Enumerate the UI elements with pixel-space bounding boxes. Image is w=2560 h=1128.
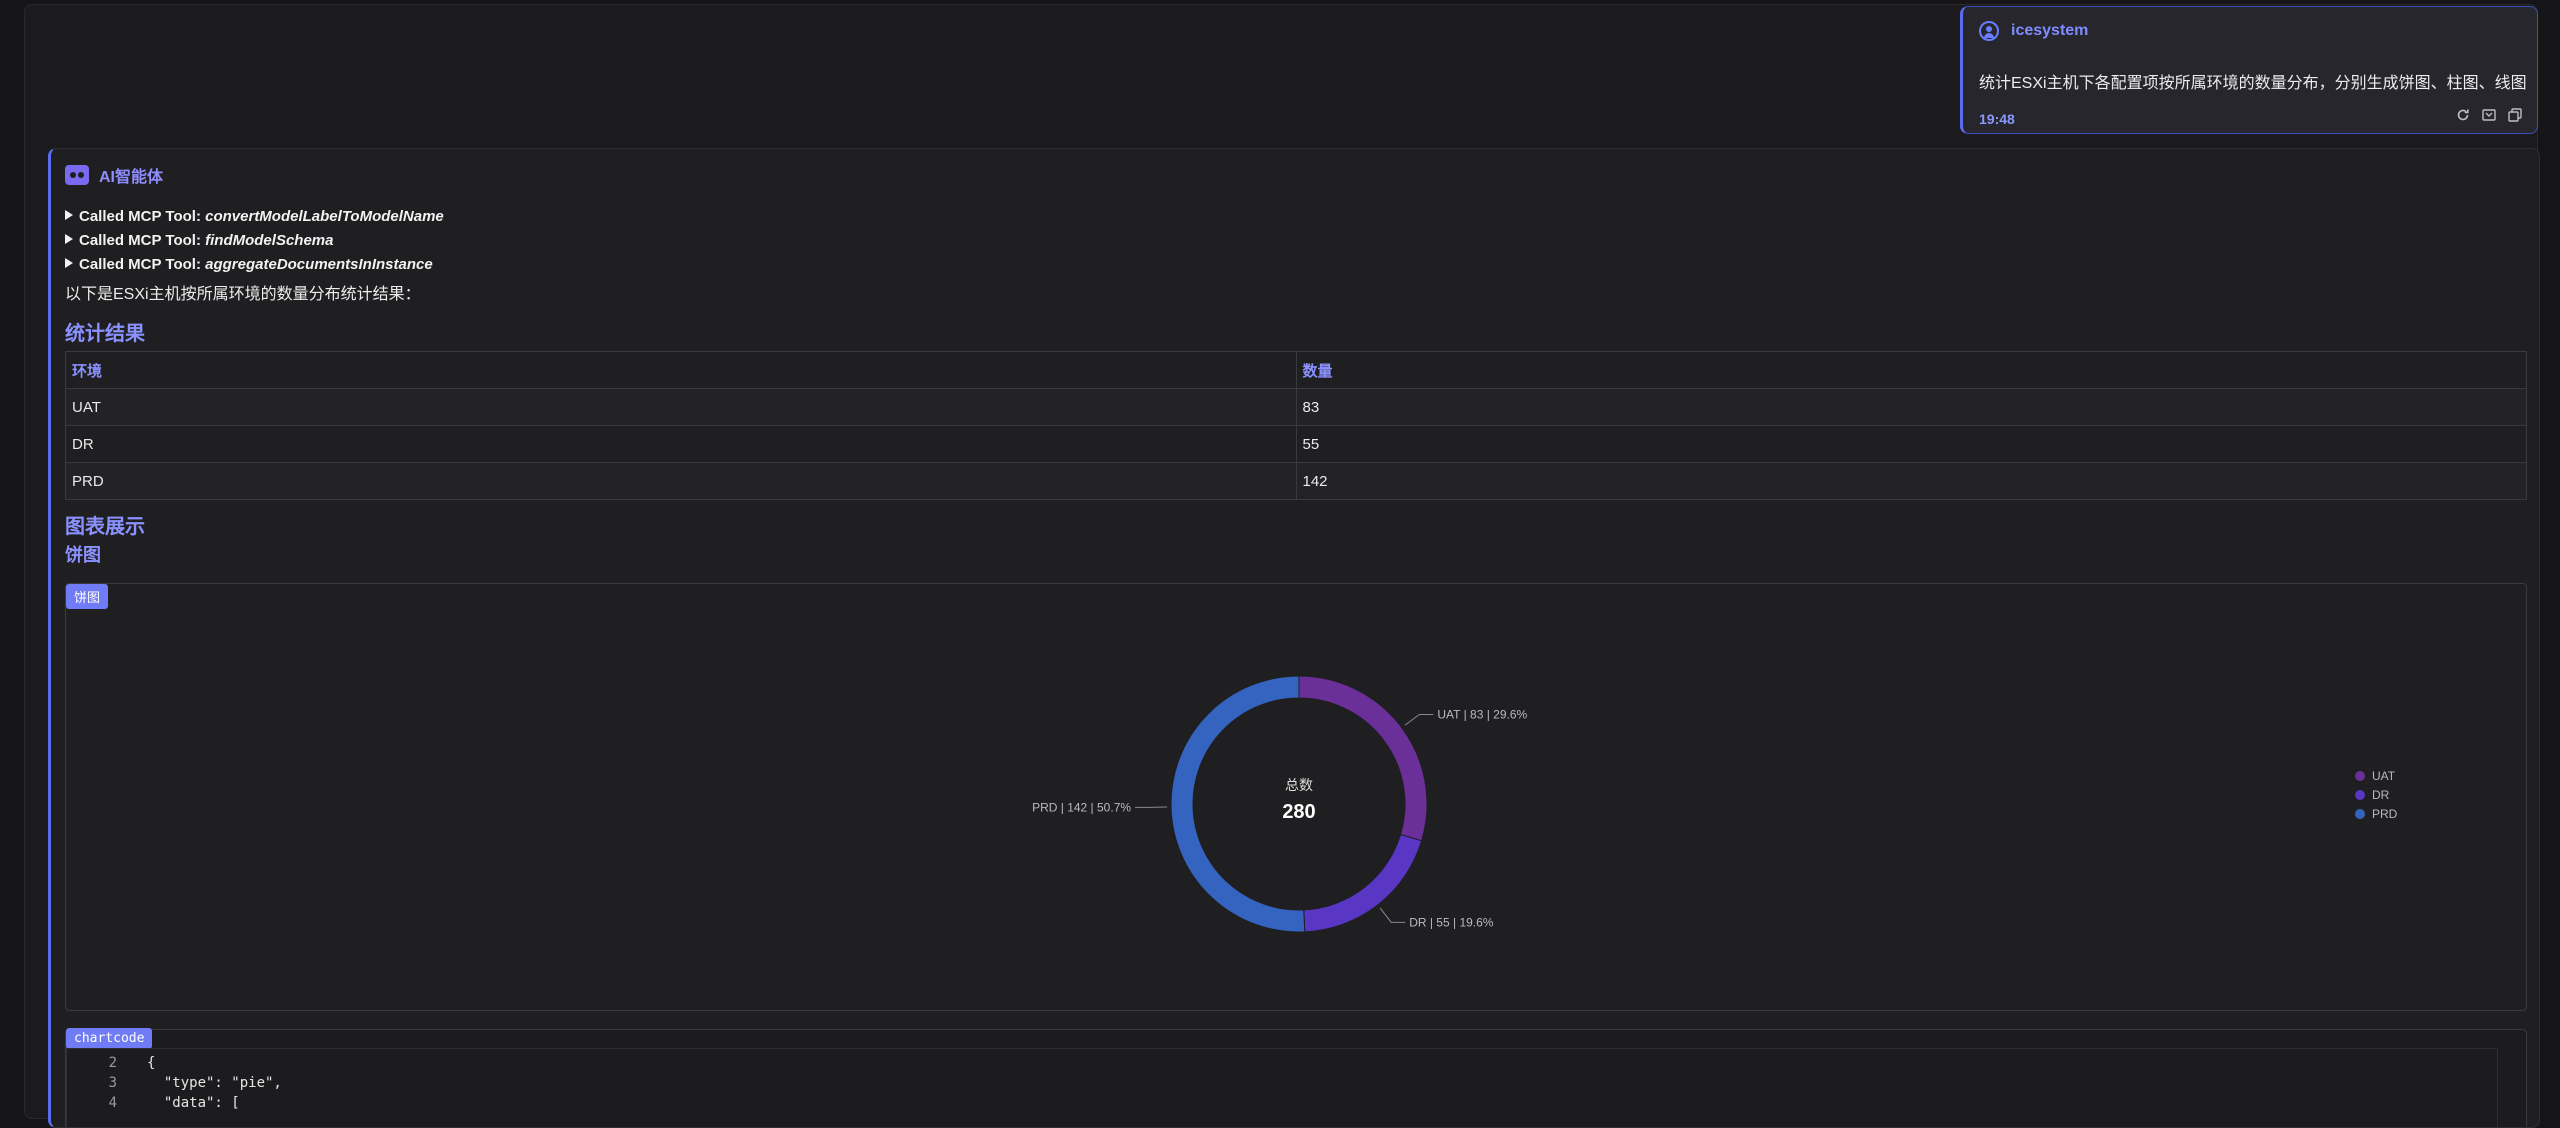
center-total: 280 bbox=[1282, 801, 1315, 823]
code-text: "type": "pie", bbox=[147, 1075, 282, 1091]
table-cell: 142 bbox=[1296, 463, 2527, 500]
pie-slice-uat[interactable] bbox=[1299, 676, 1427, 841]
column-header: 环境 bbox=[66, 352, 1297, 389]
legend-label[interactable]: PRD bbox=[2372, 807, 2398, 821]
code-line: 3 "type": "pie", bbox=[67, 1075, 282, 1091]
tool-name: aggregateDocumentsInInstance bbox=[205, 256, 433, 273]
table-row: DR 55 bbox=[66, 426, 2527, 463]
table-row: PRD 142 bbox=[66, 463, 2527, 500]
legend-marker-prd[interactable] bbox=[2355, 809, 2365, 819]
code-line: 2{ bbox=[67, 1055, 155, 1071]
legend-label[interactable]: DR bbox=[2372, 788, 2390, 802]
slice-leader-line bbox=[1380, 908, 1405, 922]
robot-icon bbox=[65, 165, 89, 185]
line-number: 3 bbox=[67, 1075, 117, 1091]
expand-triangle-icon bbox=[65, 234, 73, 244]
expand-triangle-icon bbox=[65, 258, 73, 268]
tool-prefix: Called MCP Tool: bbox=[79, 256, 201, 273]
line-number: 4 bbox=[67, 1095, 117, 1111]
subsection-title-pie: 饼图 bbox=[65, 541, 101, 567]
copy-icon[interactable] bbox=[2507, 107, 2523, 123]
code-editor[interactable]: 2{ 3 "type": "pie", 4 "data": [ bbox=[66, 1048, 2498, 1128]
chartcode-tag: chartcode bbox=[66, 1028, 152, 1049]
table-cell: 55 bbox=[1296, 426, 2527, 463]
column-header: 数量 bbox=[1296, 352, 2527, 389]
user-message-card: icesystem 统计ESXi主机下各配置项按所属环境的数量分布，分别生成饼图… bbox=[1960, 6, 2538, 134]
message-timestamp: 19:48 bbox=[1979, 111, 2015, 127]
section-title-charts: 图表展示 bbox=[65, 510, 145, 539]
expand-triangle-icon bbox=[65, 210, 73, 220]
center-label: 总数 bbox=[1285, 778, 1313, 794]
tool-call-item[interactable]: Called MCP Tool: aggregateDocumentsInIns… bbox=[65, 256, 433, 273]
pie-slice-dr[interactable] bbox=[1304, 834, 1422, 931]
code-text: { bbox=[147, 1055, 155, 1071]
legend-label[interactable]: UAT bbox=[2372, 769, 2396, 783]
table-cell: DR bbox=[66, 426, 1297, 463]
legend-marker-dr[interactable] bbox=[2355, 790, 2365, 800]
ai-agent-title: AI智能体 bbox=[99, 163, 163, 187]
table-cell: PRD bbox=[66, 463, 1297, 500]
table-cell: UAT bbox=[66, 389, 1297, 426]
table-header-row: 环境 数量 bbox=[66, 352, 2527, 389]
tool-call-item[interactable]: Called MCP Tool: findModelSchema bbox=[65, 232, 333, 249]
pie-chart: UAT | 83 | 29.6% DR | 55 | 19.6% PRD | 142… bbox=[66, 584, 2526, 1010]
tool-name: convertModelLabelToModelName bbox=[205, 208, 444, 225]
export-icon[interactable] bbox=[2481, 107, 2497, 123]
section-title-stats: 统计结果 bbox=[65, 317, 145, 346]
table-row: UAT 83 bbox=[66, 389, 2527, 426]
ai-response-panel: AI智能体 Called MCP Tool: convertModelLabel… bbox=[48, 148, 2540, 1128]
chart-code-block: chartcode 2{ 3 "type": "pie", 4 "data": … bbox=[65, 1029, 2527, 1128]
tool-name: findModelSchema bbox=[205, 232, 333, 249]
slice-label: DR | 55 | 19.6% bbox=[1409, 915, 1494, 929]
user-name: icesystem bbox=[2011, 22, 2088, 40]
pie-chart-container: 饼图 UAT | 83 | 29.6% DR | 55 | 19.6% PRD | … bbox=[65, 583, 2527, 1011]
code-text: "data": [ bbox=[147, 1095, 240, 1111]
stats-table: 环境 数量 UAT 83 DR 55 PRD 142 bbox=[65, 351, 2527, 500]
intro-text: 以下是ESXi主机按所属环境的数量分布统计结果： bbox=[65, 280, 421, 304]
line-number: 2 bbox=[67, 1055, 117, 1071]
tool-call-item[interactable]: Called MCP Tool: convertModelLabelToMode… bbox=[65, 208, 444, 225]
slice-label: PRD | 142 | 50.7% bbox=[1032, 800, 1131, 814]
refresh-icon[interactable] bbox=[2455, 107, 2471, 123]
slice-label: UAT | 83 | 29.6% bbox=[1437, 707, 1527, 721]
legend-marker-uat[interactable] bbox=[2355, 771, 2365, 781]
code-line: 4 "data": [ bbox=[67, 1095, 240, 1111]
tool-prefix: Called MCP Tool: bbox=[79, 232, 201, 249]
slice-leader-line bbox=[1405, 714, 1433, 725]
user-avatar-icon bbox=[1979, 21, 1999, 41]
pie-chart-tag: 饼图 bbox=[66, 584, 108, 609]
table-cell: 83 bbox=[1296, 389, 2527, 426]
tool-prefix: Called MCP Tool: bbox=[79, 208, 201, 225]
user-message-text: 统计ESXi主机下各配置项按所属环境的数量分布，分别生成饼图、柱图、线图 bbox=[1979, 69, 2527, 93]
